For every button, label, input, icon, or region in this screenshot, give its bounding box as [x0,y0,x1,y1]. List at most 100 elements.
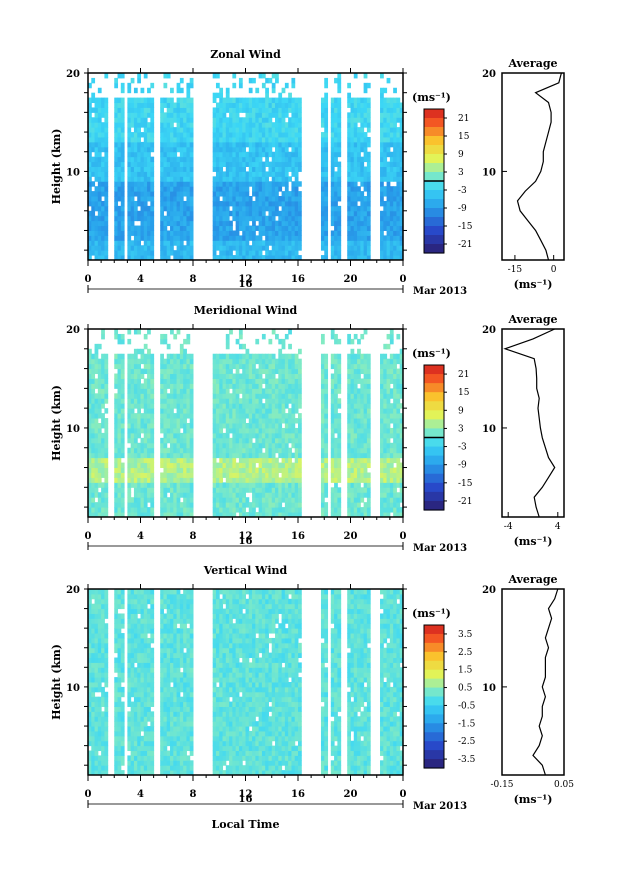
heatmap-cell [281,97,286,104]
heatmap-cell [215,512,220,518]
profile-x-tick-label: 0 [551,265,557,275]
heatmap-cell [222,398,227,404]
heatmap-cell [101,492,105,498]
heatmap-cell [291,127,296,133]
heatmap-cell [170,245,174,251]
heatmap-cell [334,205,338,212]
heatmap-cell [245,210,250,217]
heatmap-cell [320,122,325,128]
heatmap-cell [363,82,368,89]
heatmap-cell [261,388,266,394]
heatmap-cell [261,457,266,464]
heatmap-cell [278,181,283,187]
heatmap-cell [101,512,105,518]
heatmap-cell [117,235,122,241]
heatmap-cell [330,210,335,217]
heatmap-cell [229,151,233,158]
heatmap-cell [170,230,174,236]
heatmap-cell [173,452,178,459]
heatmap-cell [225,200,230,207]
heatmap-cell [330,230,335,236]
heatmap-cell [173,156,178,163]
heatmap-cell [291,132,296,138]
heatmap-cell [186,492,191,498]
heatmap-cell [94,161,99,167]
heatmap-cell [334,378,338,384]
heatmap-cell [350,156,355,163]
heatmap-cell [261,127,266,133]
heatmap-cell [238,122,243,128]
heatmap-cell [222,191,227,197]
heatmap-cell [334,107,338,113]
heatmap-cell [337,447,342,454]
heatmap-cell [363,462,368,469]
heatmap-cell [271,176,276,182]
heatmap-cell [137,408,141,414]
heatmap-cell [150,205,155,212]
heatmap-cell [179,373,184,379]
heatmap-cell [242,215,246,222]
heatmap-cell [222,107,227,113]
heatmap-cell [291,462,296,469]
heatmap-cell [268,502,273,508]
heatmap-cell [215,447,220,454]
heatmap-cell [334,442,338,449]
heatmap-cell [229,181,233,187]
heatmap-cell [114,102,119,108]
heatmap-cell [350,413,355,419]
heatmap-cell [133,215,138,222]
heatmap-cell [393,235,397,241]
heatmap-cell [232,230,237,236]
heatmap-cell [114,418,119,424]
heatmap-cell [393,477,397,483]
heatmap-cell [235,122,240,128]
heatmap-cell [380,393,384,399]
heatmap-cell [360,220,365,227]
heatmap-cell [189,230,194,236]
heatmap-cell [88,467,92,473]
heatmap-cell [183,136,187,143]
heatmap-cell [268,146,273,153]
heatmap-cell [291,97,296,104]
heatmap-cell [252,418,256,424]
heatmap-cell [363,210,368,217]
heatmap-cell [140,467,145,473]
heatmap-cell [330,423,335,429]
heatmap-cell [258,215,263,222]
heatmap-cell [189,225,194,231]
heatmap-cell [265,156,269,163]
heatmap-cell [248,383,253,389]
heatmap-cell [186,432,191,439]
heatmap-cell [163,122,168,128]
heatmap-cell [268,413,273,419]
heatmap-cell [366,215,371,222]
heatmap-cell [294,487,299,493]
heatmap-cell [160,240,164,246]
heatmap-cell [189,427,194,434]
heatmap-cell [127,196,132,202]
heatmap-cell [258,512,263,518]
heatmap-cell [383,467,388,473]
heatmap-cell [353,107,358,113]
heatmap-cell [357,156,361,163]
heatmap-cell [88,171,92,177]
heatmap-cell [120,245,125,251]
heatmap-cell [150,200,155,207]
heatmap-cell [255,196,260,202]
heatmap-cell [252,467,256,473]
heatmap-cell [183,176,187,182]
heatmap-cell [278,383,283,389]
heatmap-cell [238,77,243,84]
heatmap-cell [101,161,105,167]
heatmap-cell [189,368,194,375]
heatmap-cell [179,363,184,370]
heatmap-cell [215,477,220,483]
heatmap-cell [143,250,148,256]
heatmap-cell [271,255,276,261]
heatmap-cell [101,388,105,394]
heatmap-cell [150,502,155,508]
heatmap-cell [261,230,266,236]
heatmap-cell [357,186,361,192]
heatmap-cell [393,383,397,389]
heatmap-cell [147,210,151,217]
